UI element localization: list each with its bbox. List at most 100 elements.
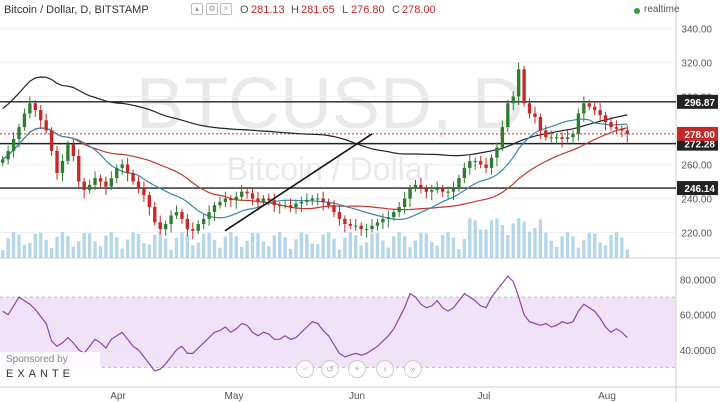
close-icon[interactable]: × <box>220 3 232 15</box>
volume-bar <box>55 236 59 258</box>
candle-body <box>294 203 298 207</box>
candle-body <box>446 191 450 193</box>
scroll-to-end-button[interactable]: » <box>404 360 422 378</box>
candle-body <box>516 69 521 97</box>
volume-bar <box>11 232 16 258</box>
candle-body <box>185 218 190 230</box>
volume-bar <box>283 237 287 258</box>
settings-icon[interactable]: ⚙ <box>206 3 218 15</box>
volume-bar <box>239 246 244 258</box>
candle-body <box>223 198 228 202</box>
volume-bar <box>571 236 575 258</box>
candle-body <box>33 103 37 111</box>
candle-body <box>397 207 401 213</box>
volume-bar <box>229 232 233 258</box>
candle-body <box>60 161 65 173</box>
candle-body <box>256 198 260 202</box>
volume-bar <box>424 233 429 258</box>
candle-body <box>408 188 412 199</box>
scroll-right-button[interactable]: › <box>376 360 394 378</box>
candle-body <box>527 103 532 114</box>
candle-body <box>299 201 304 204</box>
candle-body <box>462 167 467 179</box>
volume-bar <box>115 237 119 258</box>
time-axis[interactable]: Apr May Jun Jul Aug <box>110 391 616 402</box>
volume-bar <box>533 227 537 258</box>
candle-body <box>66 144 70 162</box>
support-resistance-lines <box>0 101 676 189</box>
volume-bar <box>267 245 271 258</box>
volume-bar <box>451 237 456 258</box>
moving-average-line <box>2 76 628 157</box>
candle-body <box>354 225 358 227</box>
volume-bar <box>218 247 222 258</box>
volume-bar <box>77 241 81 258</box>
candle-body <box>261 198 266 202</box>
candle-body <box>593 106 597 111</box>
volume-bar <box>419 232 423 258</box>
reset-button[interactable]: ↺ <box>321 360 339 378</box>
volume-bar <box>104 235 108 258</box>
volume-bar <box>484 229 488 258</box>
volume-bar <box>549 240 553 258</box>
volume-bar <box>261 241 266 258</box>
volume-bar <box>66 235 70 258</box>
volume-bar <box>478 229 483 258</box>
volume-bar <box>576 247 581 258</box>
price-axis[interactable]: 340.00320.00300.00280.00260.00240.00220.… <box>677 25 718 357</box>
zoom-in-button[interactable]: + <box>348 360 366 378</box>
volume-bar <box>310 243 314 258</box>
volume-bar <box>538 219 543 258</box>
volume-bar <box>223 236 228 258</box>
candle-body <box>163 224 168 230</box>
volume-bar <box>326 232 331 258</box>
candle-body <box>364 229 369 231</box>
chevron-up-icon[interactable]: ▴ <box>191 3 203 15</box>
price-tick-label: 220.00 <box>681 229 712 240</box>
candle-body <box>288 205 293 207</box>
level-label: 272.28 <box>684 140 715 151</box>
volume-bar <box>337 249 342 258</box>
candle-body <box>191 229 195 231</box>
rsi-tick-label: 60.0000 <box>680 311 717 322</box>
volume-bar <box>408 247 412 258</box>
candle-body <box>321 198 325 202</box>
volume-bar <box>256 233 260 258</box>
level-label: 246.14 <box>684 184 715 195</box>
trend-line[interactable] <box>224 133 373 232</box>
volume-bar <box>272 235 276 258</box>
sponsor-box[interactable]: Sponsored by EXANTE <box>0 352 100 382</box>
time-tick-label: Jul <box>478 391 491 402</box>
volume-bar <box>544 232 548 258</box>
candle-body <box>153 207 157 223</box>
volume-bar <box>565 232 570 258</box>
realtime-indicator-icon <box>634 8 640 14</box>
volume-bar <box>527 231 532 258</box>
candle-body <box>538 116 543 131</box>
watermark-name: Bitcoin / Dollar <box>227 151 434 187</box>
candle-body <box>28 103 32 114</box>
price-tick-label: 320.00 <box>681 59 712 70</box>
volume-bar <box>201 233 206 258</box>
volume-bar <box>158 232 162 258</box>
candle-body <box>614 127 619 129</box>
volume-bar <box>294 239 298 258</box>
volume-bar <box>593 233 597 258</box>
candle-body <box>489 157 494 168</box>
candle-body <box>115 167 119 179</box>
volume-bar <box>212 240 217 258</box>
candle-body <box>571 133 575 138</box>
candle-body <box>316 198 320 200</box>
candle-body <box>506 103 510 128</box>
volume-bar <box>489 220 494 258</box>
zoom-out-button[interactable]: − <box>296 360 314 378</box>
candle-body <box>77 156 81 182</box>
volume-bar <box>609 235 613 258</box>
candle-body <box>136 181 141 189</box>
chart-header: Bitcoin / Dollar, D, BITSTAMP ▴ ⚙ × O 28… <box>0 0 720 20</box>
volume-bar <box>506 234 510 258</box>
volume-bar <box>196 242 200 258</box>
candle-body <box>180 212 184 219</box>
candle-body <box>17 127 21 139</box>
